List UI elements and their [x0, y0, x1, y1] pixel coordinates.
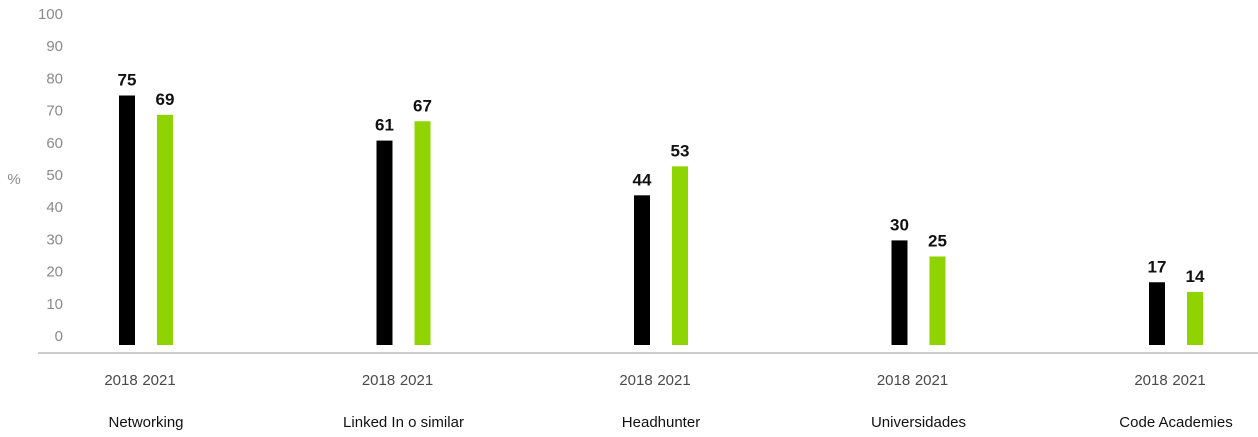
- series-year-label: 2021: [142, 372, 175, 389]
- series-year-label: 2018: [1134, 372, 1167, 389]
- data-label: 30: [890, 215, 909, 234]
- data-label: 17: [1148, 257, 1167, 276]
- data-label: 53: [671, 141, 690, 160]
- series-year-label: 2018: [104, 372, 137, 389]
- y-tick-label: 90: [46, 38, 63, 55]
- bar-2018: [891, 240, 908, 345]
- labels-layer: 75 2018 69 2021 Networking 61 2018 67 2021 Linked…: [104, 71, 1232, 432]
- series-year-label: 2018: [877, 372, 910, 389]
- data-label: 44: [633, 170, 652, 189]
- series-year-label: 2021: [400, 372, 433, 389]
- y-tick-label: 40: [46, 199, 63, 216]
- data-label: 25: [928, 232, 947, 251]
- bar-2018: [376, 140, 393, 345]
- y-tick-label: 70: [46, 103, 63, 120]
- series-year-label: 2018: [362, 372, 395, 389]
- category-label: Headhunter: [622, 414, 700, 431]
- y-tick-label: 30: [46, 231, 63, 248]
- y-tick-label: 50: [46, 167, 63, 184]
- data-label: 75: [118, 71, 137, 90]
- data-label: 67: [413, 96, 432, 115]
- bar-2018: [1149, 282, 1165, 345]
- y-tick-label: 0: [55, 328, 63, 345]
- bar-2021: [929, 256, 946, 345]
- y-tick-label: 100: [38, 6, 63, 23]
- bar-2021: [414, 121, 431, 345]
- y-axis-unit: %: [7, 171, 20, 188]
- bar-2021: [672, 166, 688, 345]
- y-tick-label: 10: [46, 296, 63, 313]
- category-label: Linked In o similar: [343, 414, 464, 431]
- series-year-label: 2021: [915, 372, 948, 389]
- data-label: 14: [1186, 267, 1205, 286]
- bars-layer: [119, 95, 1203, 345]
- y-tick-label: 60: [46, 135, 63, 152]
- bar-2021: [1187, 291, 1203, 345]
- data-label: 61: [375, 116, 394, 135]
- y-tick-label: 80: [46, 70, 63, 87]
- series-year-label: 2018: [619, 372, 652, 389]
- category-label: Code Academies: [1119, 414, 1232, 431]
- category-label: Universidades: [871, 414, 966, 431]
- data-label: 69: [156, 90, 175, 109]
- bar-2018: [634, 195, 650, 345]
- y-tick-label: 20: [46, 264, 63, 281]
- y-axis-ticks: 0 10 20 30 40 50 60 70 80 90 100: [38, 6, 63, 345]
- category-label: Networking: [108, 414, 183, 431]
- series-year-label: 2021: [657, 372, 690, 389]
- bar-2021: [157, 114, 173, 345]
- bar-2018: [119, 95, 135, 345]
- series-year-label: 2021: [1172, 372, 1205, 389]
